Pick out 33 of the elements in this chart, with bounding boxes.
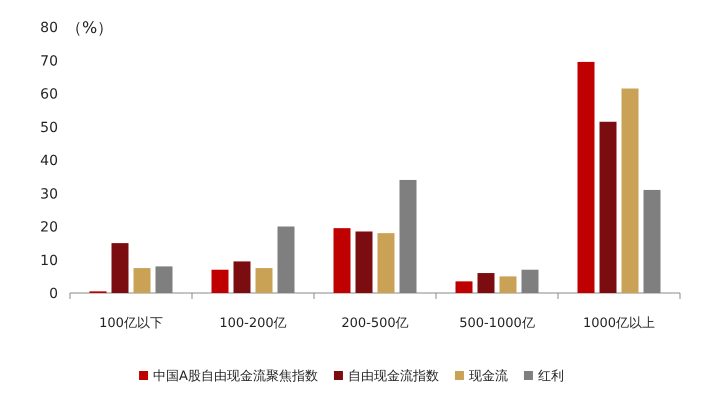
y-tick-label: 40	[40, 153, 58, 169]
x-tick-label: 200-500亿	[341, 316, 409, 331]
y-tick-label: 60	[40, 86, 58, 102]
bar	[356, 231, 372, 293]
bar	[578, 62, 594, 293]
bar	[234, 261, 250, 293]
x-tick-label: 100-200亿	[219, 316, 287, 331]
y-tick-label: 30	[40, 186, 58, 202]
y-tick-label: 50	[40, 120, 58, 136]
bar	[134, 268, 150, 293]
legend-label: 现金流	[468, 368, 508, 384]
bar	[112, 243, 128, 293]
y-axis-title: （%）	[66, 18, 114, 37]
bar	[212, 270, 228, 293]
bar	[334, 228, 350, 293]
x-tick-label: 1000亿以上	[582, 316, 656, 331]
bar	[378, 233, 394, 293]
legend-label: 自由现金流指数	[348, 368, 439, 384]
x-tick-label: 500-1000亿	[459, 316, 535, 331]
x-tick-label: 100亿以下	[99, 316, 163, 331]
bar	[622, 88, 638, 293]
y-tick-label: 70	[40, 53, 58, 70]
bar	[256, 268, 272, 293]
y-tick-label: 10	[40, 252, 58, 269]
bar	[500, 276, 516, 293]
bar	[600, 122, 616, 293]
y-tick-label: 80	[40, 20, 58, 36]
legend-label: 红利	[538, 369, 564, 384]
y-tick-label: 20	[40, 220, 58, 236]
legend-label: 中国A股自由现金流聚焦指数	[153, 368, 318, 384]
y-tick-label: 0	[49, 286, 58, 302]
bar	[478, 273, 494, 293]
bar	[456, 281, 472, 293]
